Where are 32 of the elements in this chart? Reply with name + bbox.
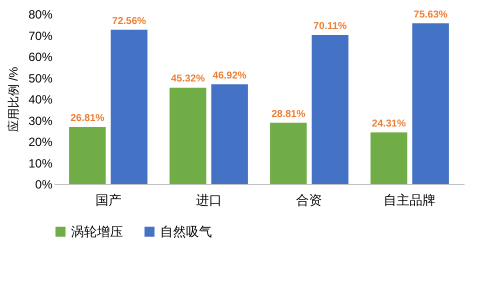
- y-tick-label: 20%: [28, 135, 53, 149]
- data-label: 46.92%: [212, 70, 247, 82]
- data-label: 24.31%: [372, 118, 406, 130]
- bar: [312, 35, 348, 184]
- bar: [270, 122, 307, 184]
- bar: [110, 30, 148, 184]
- y-tick-label: 80%: [28, 8, 53, 22]
- y-tick-label: 50%: [28, 71, 53, 86]
- data-label: 26.81%: [70, 113, 104, 124]
- legend-label: 自然吸气: [160, 224, 212, 239]
- y-axis-title: 应用比例 /%: [6, 66, 20, 132]
- x-tick-label: 自主品牌: [384, 192, 436, 208]
- y-tick-label: 70%: [28, 28, 53, 43]
- x-tick-label: 进口: [196, 192, 222, 208]
- x-tick-label: 国产: [95, 192, 122, 208]
- data-label: 75.63%: [414, 9, 448, 20]
- data-label: 28.81%: [271, 108, 306, 120]
- y-tick-label: 60%: [28, 50, 53, 64]
- y-tick-label: 0%: [35, 178, 53, 192]
- legend-label: 涡轮增压: [71, 224, 123, 239]
- bar: [412, 23, 449, 184]
- data-label: 72.56%: [112, 16, 146, 27]
- y-tick-label: 40%: [28, 92, 53, 106]
- bar: [69, 127, 106, 184]
- data-label: 70.11%: [313, 21, 347, 32]
- y-tick-label: 10%: [28, 156, 53, 170]
- bar: [370, 132, 408, 184]
- bar: [211, 84, 248, 184]
- y-tick-label: 30%: [28, 114, 53, 128]
- bar: [170, 88, 206, 184]
- x-tick-label: 合资: [296, 192, 322, 208]
- data-label: 45.32%: [170, 74, 205, 85]
